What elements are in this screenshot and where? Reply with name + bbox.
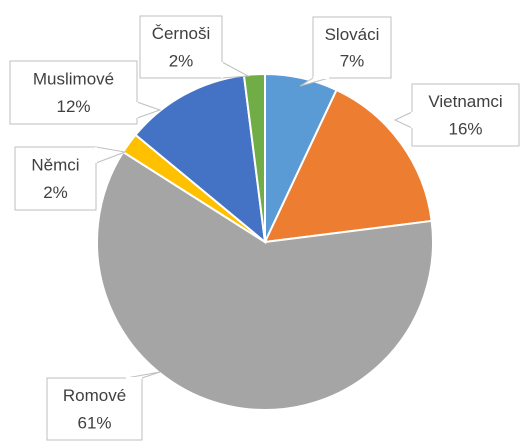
- callout-box: [9, 60, 138, 125]
- category-label: Němci: [31, 155, 79, 174]
- value-label: 12%: [56, 97, 90, 116]
- value-label: 2%: [43, 183, 68, 202]
- callout-box: [411, 83, 520, 147]
- category-label: Slováci: [325, 25, 380, 44]
- callout-pointer: [393, 111, 413, 129]
- value-label: 2%: [169, 51, 194, 70]
- callout-box: [14, 146, 97, 211]
- category-label: Černoši: [152, 24, 211, 43]
- callout-box: [312, 16, 392, 79]
- pie-slice: [96, 150, 434, 411]
- category-label: Vietnamci: [428, 92, 502, 111]
- pie-slice: [263, 88, 433, 244]
- category-label: Muslimové: [33, 69, 114, 88]
- value-label: 7%: [340, 52, 365, 71]
- value-label: 61%: [77, 413, 111, 432]
- callout-box: [139, 15, 223, 79]
- callout-pointer: [221, 61, 250, 79]
- value-label: 16%: [448, 119, 482, 138]
- callout-box: [46, 377, 143, 441]
- category-label: Romové: [63, 386, 126, 405]
